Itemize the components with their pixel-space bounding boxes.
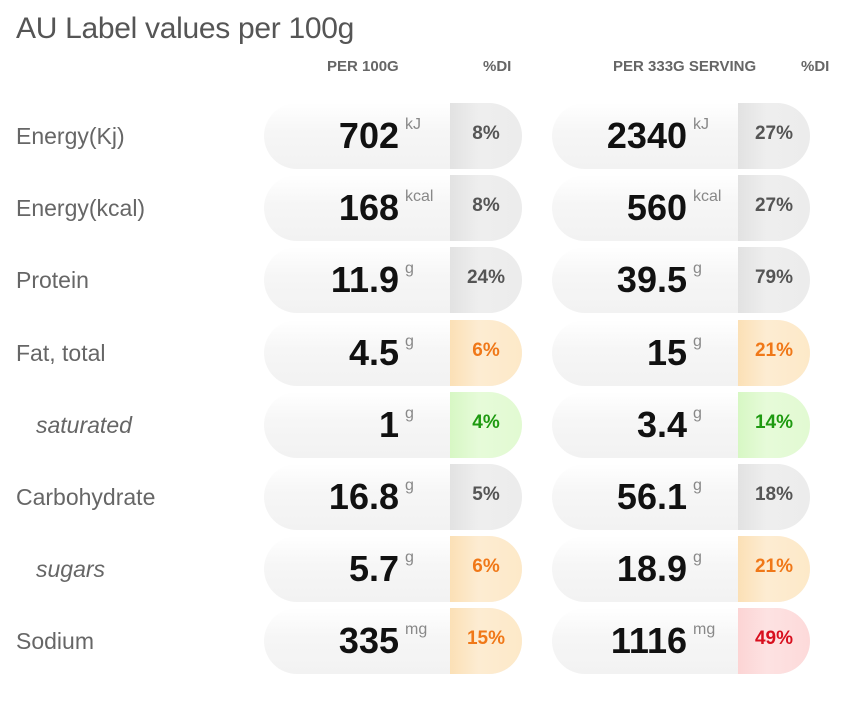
amount-unit: g — [693, 260, 702, 277]
amount-unit: g — [405, 260, 414, 277]
value-pill-per-100g: 5.7 g 6% — [264, 536, 522, 602]
nutrient-row: Protein 11.9 g 24% 39.5 g 79% — [0, 247, 868, 313]
daily-intake-badge: 21% — [738, 536, 810, 602]
nutrient-row: Carbohydrate 16.8 g 5% 56.1 g 18% — [0, 464, 868, 530]
amount-unit: g — [693, 333, 702, 350]
nutrient-label: Energy(Kj) — [16, 123, 125, 149]
amount-value: 4.5 — [348, 332, 399, 373]
nutrient-label: Sodium — [16, 628, 94, 654]
value-pill-per-100g: 702 kJ 8% — [264, 103, 522, 169]
daily-intake-badge: 6% — [450, 320, 522, 386]
value-pill-per-serving: 39.5 g 79% — [552, 247, 810, 313]
value-pill-per-100g: 335 mg 15% — [264, 608, 522, 674]
amount-value: 1116 — [610, 620, 687, 661]
amount-value: 16.8 — [328, 476, 399, 517]
daily-intake-badge: 27% — [738, 175, 810, 241]
amount-value: 2340 — [606, 115, 687, 156]
amount-unit: mg — [405, 621, 428, 638]
value-pill-per-100g: 1 g 4% — [264, 392, 522, 458]
amount-unit: g — [693, 549, 702, 566]
amount-value: 702 — [338, 115, 399, 156]
nutrient-label: saturated — [36, 412, 132, 438]
value-pill-per-serving: 1116 mg 49% — [552, 608, 810, 674]
amount-value: 39.5 — [616, 259, 687, 300]
amount-value: 5.7 — [348, 548, 399, 589]
value-pill-per-serving: 560 kcal 27% — [552, 175, 810, 241]
amount-unit: g — [405, 405, 414, 422]
amount-value: 15 — [646, 332, 687, 373]
value-pill-per-serving: 18.9 g 21% — [552, 536, 810, 602]
daily-intake-badge: 8% — [450, 175, 522, 241]
header-per-serving: PER 333G SERVING — [613, 58, 757, 75]
amount-value: 3.4 — [636, 404, 687, 445]
nutrient-label: sugars — [36, 556, 106, 582]
amount-value: 56.1 — [616, 476, 687, 517]
value-pill-per-serving: 2340 kJ 27% — [552, 103, 810, 169]
daily-intake-badge: 18% — [738, 464, 810, 530]
amount-unit: kcal — [405, 188, 434, 205]
amount-value: 1 — [378, 404, 399, 445]
amount-value: 11.9 — [330, 259, 399, 300]
daily-intake-badge: 27% — [738, 103, 810, 169]
nutrient-row: saturated 1 g 4% 3.4 g 14% — [0, 392, 868, 458]
amount-unit: mg — [693, 621, 716, 638]
amount-value: 335 — [338, 620, 399, 661]
daily-intake-badge: 49% — [738, 608, 810, 674]
value-pill-per-100g: 4.5 g 6% — [264, 320, 522, 386]
value-pill-per-serving: 56.1 g 18% — [552, 464, 810, 530]
nutrient-row: Sodium 335 mg 15% 1116 mg 49% — [0, 608, 868, 674]
amount-value: 168 — [338, 187, 399, 228]
daily-intake-badge: 8% — [450, 103, 522, 169]
value-pill-per-serving: 3.4 g 14% — [552, 392, 810, 458]
daily-intake-badge: 79% — [738, 247, 810, 313]
nutrient-row: Fat, total 4.5 g 6% 15 g 21% — [0, 320, 868, 386]
nutrient-label: Fat, total — [16, 340, 106, 366]
nutrient-label: Protein — [16, 267, 89, 293]
amount-unit: g — [693, 477, 702, 494]
nutrient-row: sugars 5.7 g 6% 18.9 g 21% — [0, 536, 868, 602]
nutrient-row: Energy(kcal) 168 kcal 8% 560 kcal 27% — [0, 175, 868, 241]
amount-unit: g — [405, 477, 414, 494]
daily-intake-badge: 6% — [450, 536, 522, 602]
value-pill-per-100g: 168 kcal 8% — [264, 175, 522, 241]
daily-intake-badge: 5% — [450, 464, 522, 530]
value-pill-per-serving: 15 g 21% — [552, 320, 810, 386]
daily-intake-badge: 21% — [738, 320, 810, 386]
amount-unit: g — [405, 333, 414, 350]
nutrient-label: Energy(kcal) — [16, 195, 146, 221]
amount-value: 560 — [626, 187, 687, 228]
header-di-per-100g: %DI — [483, 58, 512, 75]
nutrient-label: Carbohydrate — [16, 484, 156, 510]
amount-unit: g — [693, 405, 702, 422]
header-per-100g: PER 100G — [327, 58, 399, 75]
daily-intake-badge: 4% — [450, 392, 522, 458]
amount-value: 18.9 — [616, 548, 687, 589]
amount-unit: g — [405, 549, 414, 566]
page-title: AU Label values per 100g — [16, 12, 355, 45]
value-pill-per-100g: 16.8 g 5% — [264, 464, 522, 530]
header-di-per-serving: %DI — [801, 58, 830, 75]
amount-unit: kcal — [693, 188, 722, 205]
nutrient-row: Energy(Kj) 702 kJ 8% 2340 kJ 27% — [0, 103, 868, 169]
value-pill-per-100g: 11.9 g 24% — [264, 247, 522, 313]
daily-intake-badge: 24% — [450, 247, 522, 313]
amount-unit: kJ — [693, 116, 709, 133]
daily-intake-badge: 14% — [738, 392, 810, 458]
amount-unit: kJ — [405, 116, 421, 133]
daily-intake-badge: 15% — [450, 608, 522, 674]
